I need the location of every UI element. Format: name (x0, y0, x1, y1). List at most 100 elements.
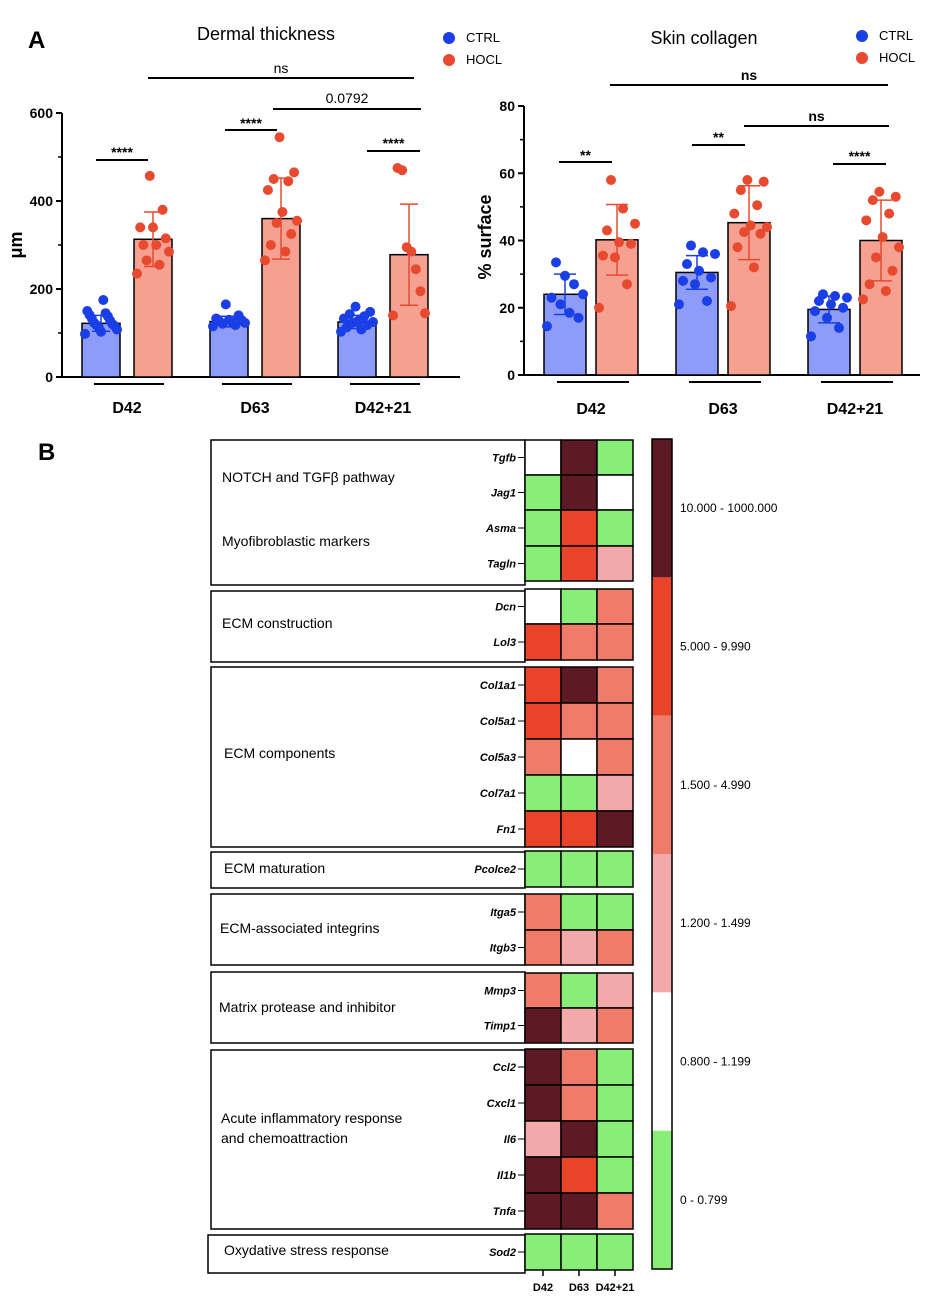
chart2-data-point-hocl (884, 208, 895, 219)
heatmap-cell (560, 1048, 598, 1086)
heatmap-cell (524, 666, 562, 704)
heatmap-column-label: D63 (569, 1282, 589, 1294)
color-scale-segment (652, 854, 672, 993)
chart1-significance-label: **** (240, 115, 262, 131)
chart2-data-point-hocl (630, 218, 640, 229)
heatmap-cell (524, 509, 562, 547)
chart1-data-point-ctrl (233, 310, 244, 321)
heatmap-cell (596, 623, 634, 661)
heatmap-cell (560, 929, 598, 966)
heatmap-cell (596, 439, 634, 476)
heatmap-cell (596, 509, 634, 547)
heatmap-gene-label: Tnfa (493, 1206, 516, 1218)
chart2-significance-label: **** (849, 148, 871, 164)
chart1-data-point-hocl (262, 185, 273, 195)
heatmap-group-label: Myofibroblastic markers (222, 533, 370, 549)
chart2-data-point-hocl (610, 252, 620, 263)
chart2-data-point-ctrl (578, 289, 588, 300)
chart1-data-point-hocl (289, 167, 300, 178)
chart2-data-point-ctrl (822, 312, 832, 323)
heatmap-gene-label: Asma (485, 523, 516, 535)
chart1-data-point-hocl (388, 310, 398, 321)
heatmap-gene-label: Col1a1 (480, 680, 516, 692)
heatmap-cell (524, 545, 562, 582)
chart1-data-point-ctrl (100, 308, 111, 319)
heatmap-gene-label: Cxcl1 (487, 1098, 516, 1110)
chart2-data-point-hocl (890, 191, 901, 202)
chart2-y-tick-label: 20 (499, 300, 515, 316)
heatmap-cell (560, 623, 598, 661)
heatmap-cell (596, 893, 634, 931)
chart2-title: Skin collagen (650, 28, 757, 48)
heatmap-group-label: Acute inflammatory response and chemoattr… (221, 1110, 403, 1146)
heatmap-group-label: ECM maturation (224, 860, 325, 876)
chart2-data-point-hocl (729, 208, 740, 219)
heatmap-cell (560, 474, 598, 511)
chart2-data-point-hocl (752, 200, 763, 211)
color-scale-label: 1.500 - 4.990 (680, 778, 751, 792)
heatmap-group-box (210, 439, 526, 586)
chart1-data-point-hocl (415, 286, 426, 297)
chart2-data-point-ctrl (698, 247, 708, 258)
chart1-data-point-ctrl (224, 314, 234, 325)
heatmap-gene-label: Tgfb (492, 453, 516, 465)
heatmap-cell (524, 1007, 562, 1044)
chart1-significance-label: 0.0792 (326, 90, 369, 106)
heatmap-cell (560, 509, 598, 547)
heatmap-cell (524, 1120, 562, 1158)
heatmap-cell (596, 1084, 634, 1122)
heatmap-cell (596, 1192, 634, 1230)
chart1-data-point-ctrl (344, 309, 355, 320)
chart1-significance-label: **** (383, 135, 405, 151)
chart2-data-point-ctrl (674, 299, 684, 310)
heatmap-gene-label: Ccl2 (493, 1062, 516, 1074)
heatmap-cell (560, 702, 598, 740)
chart2-significance-label: ns (808, 108, 825, 124)
chart1-legend-marker (443, 32, 455, 44)
heatmap-cell (596, 929, 634, 966)
chart2-data-point-hocl (742, 174, 753, 185)
chart2-data-point-hocl (762, 222, 772, 233)
heatmap-cell (560, 738, 598, 776)
heatmap-cell (560, 1120, 598, 1158)
chart1-title: Dermal thickness (197, 24, 335, 44)
chart1-category-label: D63 (240, 400, 269, 417)
heatmap-gene-label: Il1b (497, 1170, 516, 1182)
heatmap-cell (560, 1156, 598, 1194)
chart1-significance-label: ns (274, 60, 289, 76)
color-scale-label: 5.000 - 9.990 (680, 640, 751, 654)
heatmap-gene-label: Timp1 (484, 1021, 516, 1033)
chart2-data-point-hocl (622, 279, 632, 290)
chart1-data-point-hocl (283, 176, 294, 187)
heatmap-cell (560, 1192, 598, 1230)
chart2-legend-label: HOCL (879, 50, 915, 65)
heatmap-gene-label: Itga5 (490, 907, 517, 919)
heatmap-gene-label: Sod2 (489, 1247, 516, 1259)
heatmap-cell (596, 774, 634, 812)
chart2-data-point-ctrl (682, 259, 692, 270)
chart2-category-label: D42 (576, 401, 605, 418)
chart2-data-point-hocl (867, 195, 878, 206)
chart2-data-point-ctrl (706, 272, 716, 283)
chart2-data-point-hocl (618, 203, 628, 214)
heatmap-cell (560, 810, 598, 848)
chart2-data-point-hocl (745, 220, 756, 231)
chart2-data-point-hocl (606, 174, 616, 185)
chart2-legend-label: CTRL (879, 28, 913, 43)
chart1-significance-label: **** (111, 144, 133, 160)
heatmap-gene-label: Lol3 (493, 637, 516, 649)
chart2-data-point-ctrl (834, 322, 844, 333)
chart1-data-point-ctrl (211, 313, 222, 324)
chart1-data-point-ctrl (82, 306, 93, 316)
heatmap-cell (596, 1156, 634, 1194)
chart1-data-point-hocl (151, 240, 162, 250)
heatmap-cell (524, 929, 562, 966)
chart2-data-point-ctrl (678, 275, 688, 286)
chart1-data-point-hocl (292, 215, 302, 226)
heatmap-cell (596, 588, 634, 625)
chart2-data-point-hocl (735, 185, 746, 196)
chart2-legend-marker (856, 30, 868, 42)
chart2-data-point-ctrl (573, 312, 584, 323)
heatmap-cell (596, 666, 634, 704)
